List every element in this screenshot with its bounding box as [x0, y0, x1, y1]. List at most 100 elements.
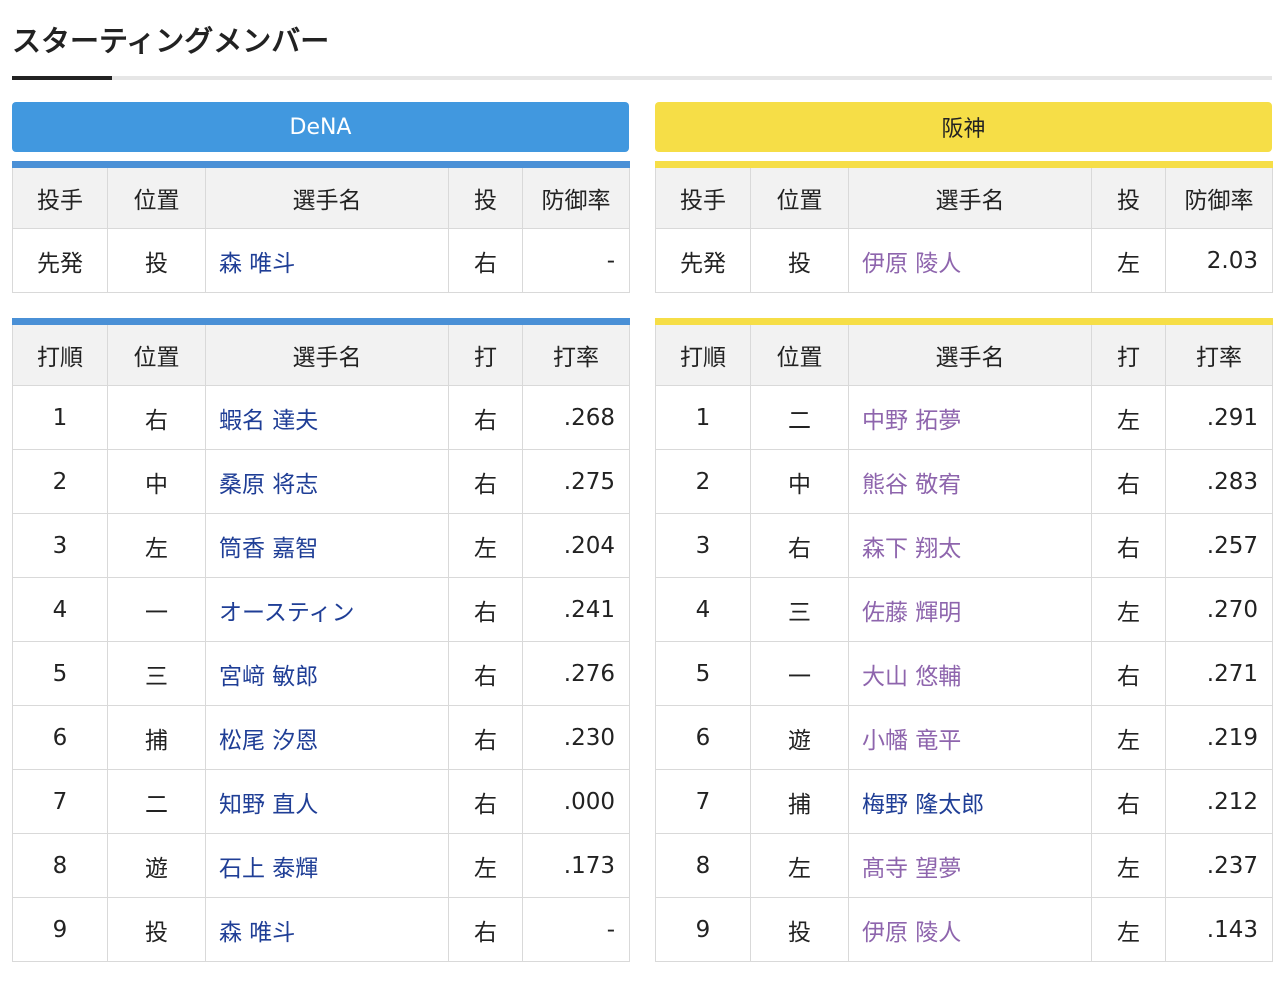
- batting-average: -: [522, 897, 630, 962]
- batting-order: 9: [655, 897, 751, 962]
- table-row: 6 捕松尾 汐恩右 .230: [12, 705, 630, 770]
- player-position: 三: [107, 641, 206, 706]
- batting-order: 5: [655, 641, 751, 706]
- team-tab-dena[interactable]: DeNA: [12, 102, 629, 152]
- player-position: 投: [107, 897, 206, 962]
- batting-average: .291: [1165, 385, 1273, 450]
- player-position: 左: [750, 833, 849, 898]
- player-position: 二: [107, 769, 206, 834]
- player-hand: 左: [1091, 385, 1166, 450]
- batting-average: .241: [522, 577, 630, 642]
- player-name-link[interactable]: 松尾 汐恩: [205, 705, 449, 770]
- pitcher-hand: 右: [448, 228, 523, 293]
- batting-order: 3: [12, 513, 108, 578]
- table-row: 3 右森下 翔太右 .257: [655, 513, 1273, 578]
- player-name-link[interactable]: 桑原 将志: [205, 449, 449, 514]
- player-name-link[interactable]: 筒香 嘉智: [205, 513, 449, 578]
- batting-average: .230: [522, 705, 630, 770]
- batting-order: 2: [12, 449, 108, 514]
- header-player-name: 選手名: [205, 161, 449, 229]
- table-row: 1 右蝦名 達夫右 .268: [12, 385, 630, 450]
- header-batting-order: 打順: [12, 318, 108, 386]
- batting-order: 4: [12, 577, 108, 642]
- player-name-link[interactable]: 小幡 竜平: [848, 705, 1092, 770]
- pitcher-position: 投: [750, 228, 849, 293]
- player-name-link[interactable]: 伊原 陵人: [848, 228, 1092, 293]
- batting-average: .237: [1165, 833, 1273, 898]
- player-position: 左: [107, 513, 206, 578]
- header-player-name: 選手名: [848, 161, 1092, 229]
- player-hand: 右: [448, 769, 523, 834]
- batting-average: .271: [1165, 641, 1273, 706]
- player-hand: 右: [1091, 641, 1166, 706]
- table-row: 4 三佐藤 輝明左 .270: [655, 577, 1273, 642]
- player-name-link[interactable]: 森 唯斗: [205, 897, 449, 962]
- batting-order: 1: [655, 385, 751, 450]
- header-era: 防御率: [1165, 161, 1273, 229]
- player-position: 中: [750, 449, 849, 514]
- player-name-link[interactable]: 髙寺 望夢: [848, 833, 1092, 898]
- batting-average: .212: [1165, 769, 1273, 834]
- player-hand: 左: [1091, 897, 1166, 962]
- header-pitcher: 投手: [655, 161, 751, 229]
- player-position: 右: [750, 513, 849, 578]
- player-name-link[interactable]: 大山 悠輔: [848, 641, 1092, 706]
- player-name-link[interactable]: 伊原 陵人: [848, 897, 1092, 962]
- batting-average: .173: [522, 833, 630, 898]
- pitcher-role: 先発: [12, 228, 108, 293]
- header-throws: 投: [1091, 161, 1166, 229]
- team-tab-hanshin[interactable]: 阪神: [655, 102, 1272, 152]
- batting-average: .268: [522, 385, 630, 450]
- header-position: 位置: [750, 318, 849, 386]
- table-row: 9 投伊原 陵人左 .143: [655, 897, 1273, 962]
- player-name-link[interactable]: 熊谷 敬宥: [848, 449, 1092, 514]
- player-hand: 左: [448, 513, 523, 578]
- dena-pitcher-table: 投手 位置 選手名 投 防御率 先発 投 森 唯斗 右 -: [12, 161, 630, 293]
- batting-average: .270: [1165, 577, 1273, 642]
- batting-average: .143: [1165, 897, 1273, 962]
- player-hand: 左: [1091, 833, 1166, 898]
- player-name-link[interactable]: 森 唯斗: [205, 228, 449, 293]
- player-hand: 左: [448, 833, 523, 898]
- player-hand: 右: [448, 577, 523, 642]
- player-hand: 右: [448, 705, 523, 770]
- player-position: 二: [750, 385, 849, 450]
- table-row: 8 遊石上 泰輝左 .173: [12, 833, 630, 898]
- batting-order: 4: [655, 577, 751, 642]
- pitcher-role: 先発: [655, 228, 751, 293]
- batting-average: .275: [522, 449, 630, 514]
- player-name-link[interactable]: 知野 直人: [205, 769, 449, 834]
- pitcher-era: 2.03: [1165, 228, 1273, 293]
- header-position: 位置: [107, 161, 206, 229]
- batting-average: .204: [522, 513, 630, 578]
- player-name-link[interactable]: 佐藤 輝明: [848, 577, 1092, 642]
- pitcher-hand: 左: [1091, 228, 1166, 293]
- table-row: 先発 投 伊原 陵人 左 2.03: [655, 228, 1273, 293]
- player-name-link[interactable]: オースティン: [205, 577, 449, 642]
- header-throws: 投: [448, 161, 523, 229]
- table-row: 5 三宮﨑 敏郎右 .276: [12, 641, 630, 706]
- batting-order: 2: [655, 449, 751, 514]
- batting-order: 6: [655, 705, 751, 770]
- player-name-link[interactable]: 蝦名 達夫: [205, 385, 449, 450]
- player-name-link[interactable]: 宮﨑 敏郎: [205, 641, 449, 706]
- header-batting-average: 打率: [1165, 318, 1273, 386]
- player-name-link[interactable]: 梅野 隆太郎: [848, 769, 1092, 834]
- batting-order: 3: [655, 513, 751, 578]
- batting-average: .000: [522, 769, 630, 834]
- header-era: 防御率: [522, 161, 630, 229]
- player-position: 遊: [750, 705, 849, 770]
- title-underline-accent: [12, 76, 112, 80]
- title-divider: [12, 76, 1272, 80]
- batting-order: 6: [12, 705, 108, 770]
- batting-order: 1: [12, 385, 108, 450]
- player-name-link[interactable]: 森下 翔太: [848, 513, 1092, 578]
- player-name-link[interactable]: 石上 泰輝: [205, 833, 449, 898]
- player-name-link[interactable]: 中野 拓夢: [848, 385, 1092, 450]
- batting-order: 7: [12, 769, 108, 834]
- player-hand: 左: [1091, 705, 1166, 770]
- batting-order: 5: [12, 641, 108, 706]
- player-position: 遊: [107, 833, 206, 898]
- header-position: 位置: [107, 318, 206, 386]
